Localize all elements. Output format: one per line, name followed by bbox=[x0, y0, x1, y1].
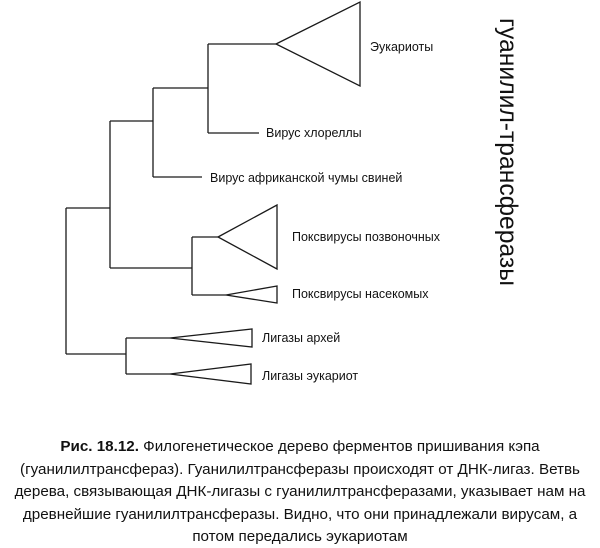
label-asfv: Вирус африканской чумы свиней bbox=[210, 171, 402, 185]
phylogenetic-tree: Эукариоты Вирус хлореллы Вирус африканск… bbox=[65, 0, 522, 385]
vertebrate-poxviruses-triangle bbox=[216, 203, 278, 271]
archaeal-ligases-triangle bbox=[169, 328, 253, 348]
caption-text: Филогенетическое дерево ферментов пришив… bbox=[14, 438, 586, 545]
side-title: гуанилил-трансферазы bbox=[494, 18, 522, 286]
label-chlorella-virus: Вирус хлореллы bbox=[266, 126, 362, 140]
label-vertebrate-poxviruses: Поксвирусы позвоночных bbox=[292, 230, 441, 244]
label-insect-poxviruses: Поксвирусы насекомых bbox=[292, 287, 429, 301]
caption-figure-label: Рис. 18.12. bbox=[60, 438, 139, 455]
label-eukaryotic-ligases: Лигазы эукариот bbox=[262, 369, 358, 383]
insect-poxviruses-triangle bbox=[225, 285, 278, 304]
label-eukaryotes: Эукариоты bbox=[370, 40, 433, 54]
figure-caption: Рис. 18.12. Филогенетическое дерево ферм… bbox=[4, 436, 596, 548]
label-archaeal-ligases: Лигазы архей bbox=[262, 331, 340, 345]
eukaryotic-ligases-triangle bbox=[169, 363, 252, 385]
eukaryotes-clade-triangle bbox=[274, 0, 361, 88]
